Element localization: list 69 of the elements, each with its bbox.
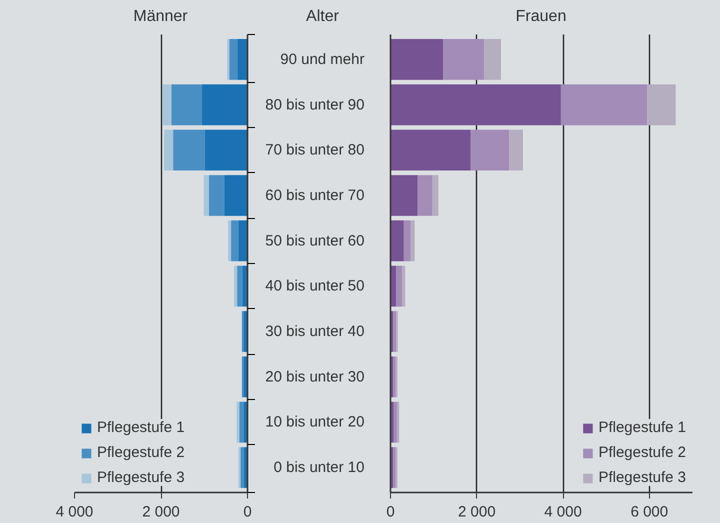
bar xyxy=(396,402,400,443)
bar xyxy=(238,447,241,488)
bar xyxy=(237,266,242,307)
bar xyxy=(171,84,202,126)
chart-title: Männer xyxy=(133,7,188,27)
bar xyxy=(244,356,248,398)
y-tick-label: 40 bis unter 50 xyxy=(265,278,365,295)
bar xyxy=(390,84,561,126)
y-tick-label: 90 und mehr xyxy=(280,50,365,68)
x-tick-label: 0 xyxy=(243,504,252,520)
legend-label: Pflegestufe 2 xyxy=(97,444,185,461)
bar xyxy=(238,39,248,80)
bar xyxy=(418,175,432,216)
y-tick-label: 80 bis unter 90 xyxy=(265,96,365,114)
legend-label: Pflegestufe 1 xyxy=(598,419,686,436)
bar xyxy=(393,356,396,398)
bar xyxy=(231,220,238,262)
bar xyxy=(173,130,205,171)
legend-label: Pflegestufe 1 xyxy=(97,419,185,436)
bar xyxy=(239,402,244,443)
y-tick-label: 10 bis unter 20 xyxy=(265,414,365,431)
bar xyxy=(443,39,484,80)
bar xyxy=(240,447,244,488)
x-tick-label: 0 xyxy=(386,504,395,520)
y-tick-label: 70 bis unter 80 xyxy=(265,142,365,159)
bar xyxy=(390,39,444,80)
y-tick-label: 30 bis unter 40 xyxy=(265,323,365,340)
bar xyxy=(393,311,396,352)
bar xyxy=(236,402,240,443)
bar xyxy=(560,84,648,126)
bar xyxy=(209,175,224,216)
x-tick-label: 6 000 xyxy=(630,504,668,520)
bar xyxy=(238,220,248,262)
bar xyxy=(394,402,397,443)
bar xyxy=(509,130,523,171)
y-tick-label: 0 bis unter 10 xyxy=(274,459,365,476)
bar xyxy=(484,39,501,80)
bar xyxy=(393,447,396,488)
bar xyxy=(244,311,248,352)
x-tick-label: 2 000 xyxy=(142,504,180,520)
bar xyxy=(228,220,232,262)
bar xyxy=(202,84,248,126)
bar xyxy=(390,175,418,216)
bar xyxy=(647,84,676,126)
bar xyxy=(162,84,172,126)
bar xyxy=(234,266,238,307)
legend-label: Pflegestufe 2 xyxy=(598,444,686,461)
bar xyxy=(396,266,402,307)
bar xyxy=(390,220,404,262)
x-tick-label: 2 000 xyxy=(458,504,496,520)
bar xyxy=(470,130,510,171)
bar xyxy=(390,130,471,171)
x-tick-label: 4 000 xyxy=(544,504,582,520)
legend-label: Pflegestufe 3 xyxy=(598,469,686,486)
bar xyxy=(224,175,248,216)
bar xyxy=(229,39,238,80)
y-tick-label: 20 bis unter 30 xyxy=(265,368,365,386)
bar xyxy=(204,175,210,216)
bar xyxy=(402,266,406,307)
x-tick-label: 4 000 xyxy=(56,504,94,520)
chart-title: Frauen xyxy=(516,7,566,27)
y-tick-label: 50 bis unter 60 xyxy=(265,232,365,250)
bar xyxy=(204,130,248,171)
bar xyxy=(432,175,438,216)
bar xyxy=(404,220,411,262)
legend-label: Pflegestufe 3 xyxy=(97,469,185,486)
y-axis-title: Alter xyxy=(306,7,339,27)
bar xyxy=(164,130,174,171)
y-tick-label: 60 bis unter 70 xyxy=(265,186,365,204)
